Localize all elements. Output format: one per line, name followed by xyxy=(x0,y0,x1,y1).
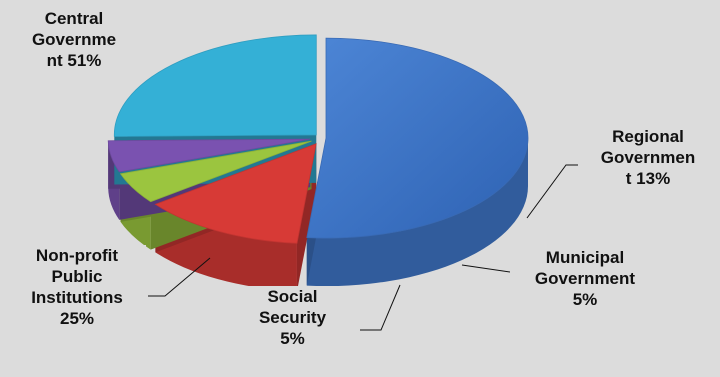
slice-side-central-government xyxy=(306,138,528,287)
slice-label-non-profit-public-institutions: Non-profit Public Institutions 25% xyxy=(8,245,146,329)
slice-label-municipal-government: Municipal Government 5% xyxy=(510,247,660,310)
slice-label-regional-government: Regional Governmen t 13% xyxy=(580,126,716,189)
slice-label-social-security: Social Security 5% xyxy=(240,286,345,349)
leader-non-profit-public-institutions xyxy=(148,257,211,297)
leader-social-security xyxy=(360,284,401,331)
slice-top-municipal-government xyxy=(119,140,312,203)
slice-top-non-profit-public-institutions xyxy=(113,34,317,137)
slice-top-social-security xyxy=(107,138,311,173)
leader-regional-government xyxy=(526,164,578,219)
slice-top-regional-government xyxy=(154,143,317,244)
slice-label-central-government: Central Governme nt 51% xyxy=(10,8,138,71)
leader-municipal-government xyxy=(461,264,511,273)
slice-top-central-government xyxy=(306,37,529,239)
